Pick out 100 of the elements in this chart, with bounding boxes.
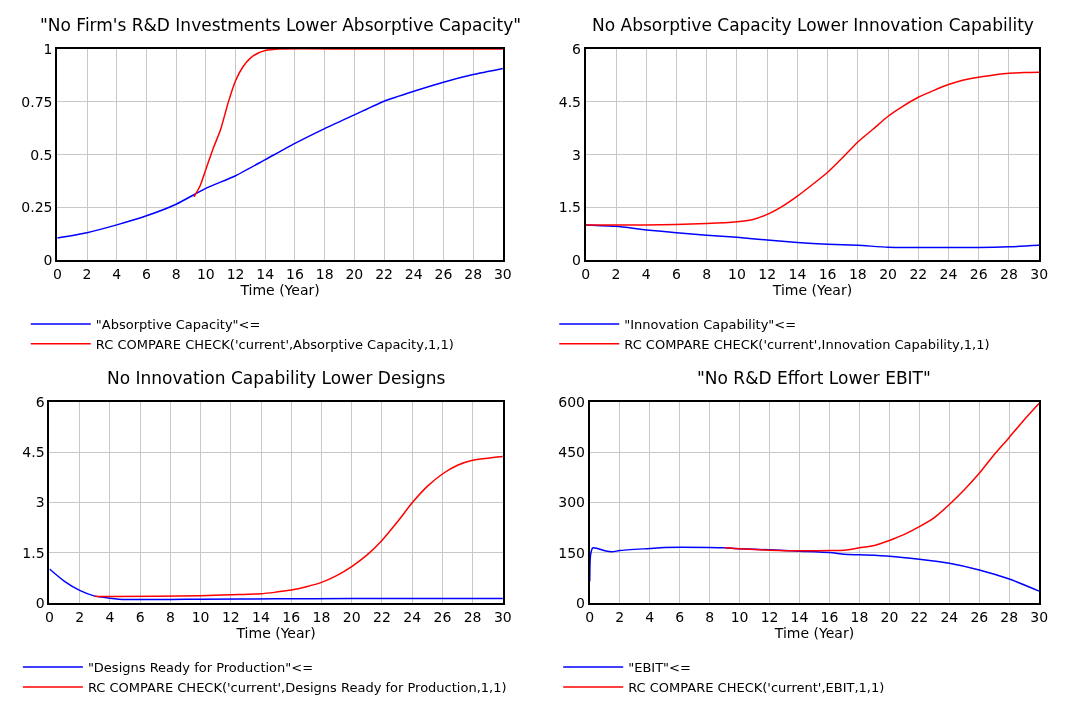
x-tick-label: 2 [611, 265, 621, 282]
x-tick-label: 24 [404, 265, 423, 282]
x-tick-label: 8 [702, 265, 712, 282]
x-tick-label: 10 [196, 265, 215, 282]
x-tick-label: 8 [705, 608, 715, 625]
y-tick-label: 4.5 [558, 93, 582, 110]
y-tick-label: 0.5 [30, 146, 53, 163]
x-tick-label: 14 [252, 608, 271, 625]
x-tick-label: 20 [880, 608, 899, 625]
line-series [57, 67, 503, 239]
x-tick-label: 8 [171, 265, 181, 282]
x-tick-label: 26 [434, 265, 453, 282]
x-tick-label: 2 [75, 608, 85, 625]
x-tick-label: 30 [1030, 608, 1049, 625]
x-tick-label: 10 [728, 265, 746, 282]
legend-label: "EBIT"<= [628, 660, 691, 676]
x-tick-label: 22 [910, 608, 929, 625]
x-tick-label: 20 [342, 608, 361, 625]
x-tick-label: 6 [675, 608, 685, 625]
y-tick-label: 300 [558, 494, 585, 511]
x-tick-label: 18 [848, 265, 867, 282]
x-tick-label: 14 [790, 608, 809, 625]
x-tick-label: 12 [221, 608, 240, 625]
x-tick-label: 16 [820, 608, 839, 625]
chart-title: "No Firm's R&D Investments Lower Absorptive Capacity" [40, 15, 522, 35]
x-tick-label: 16 [818, 265, 837, 282]
x-tick-label: 28 [1000, 608, 1019, 625]
x-tick-label: 2 [615, 608, 625, 625]
x-tick-label: 14 [788, 265, 807, 282]
line-series [193, 49, 503, 198]
y-tick-label: 450 [558, 444, 585, 461]
x-tick-label: 18 [312, 608, 331, 625]
x-tick-label: 30 [493, 265, 512, 282]
line-series [94, 455, 503, 598]
x-tick-label: 6 [141, 265, 151, 282]
y-tick-label: 0.75 [21, 93, 53, 110]
x-tick-label: 12 [760, 608, 779, 625]
legend-label: RC COMPARE CHECK('current',EBIT,1,1) [628, 679, 885, 695]
x-tick-label: 30 [1030, 265, 1049, 282]
x-tick-label: 28 [463, 608, 482, 625]
x-tick-label: 12 [758, 265, 777, 282]
x-tick-label: 26 [970, 608, 989, 625]
y-tick-label: 0 [572, 252, 582, 269]
x-tick-label: 10 [191, 608, 210, 625]
y-tick-label: 0.25 [21, 199, 53, 216]
x-tick-label: 6 [672, 265, 682, 282]
x-axis-title: Time (Year) [235, 624, 316, 641]
x-tick-label: 28 [464, 265, 483, 282]
x-tick-label: 4 [105, 608, 115, 625]
y-tick-label: 3 [572, 146, 582, 163]
x-tick-label: 22 [909, 265, 928, 282]
y-tick-label: 600 [558, 393, 585, 410]
legend-label: "Designs Ready for Production"<= [87, 660, 314, 676]
x-tick-label: 20 [879, 265, 897, 282]
line-series [585, 71, 1040, 226]
y-tick-label: 3 [35, 494, 45, 511]
x-tick-label: 24 [403, 608, 422, 625]
x-tick-label: 20 [345, 265, 364, 282]
y-tick-label: 0 [43, 252, 53, 269]
x-tick-label: 22 [373, 608, 391, 625]
x-tick-label: 28 [1000, 265, 1018, 282]
x-tick-label: 22 [375, 265, 393, 282]
legend-label: "Innovation Capability"<= [624, 317, 797, 333]
y-tick-label: 150 [558, 544, 585, 561]
x-tick-label: 4 [645, 608, 655, 625]
x-tick-label: 8 [165, 608, 175, 625]
chart-title: No Innovation Capability Lower Designs [107, 368, 446, 388]
x-tick-label: 14 [256, 265, 275, 282]
y-tick-label: 1.5 [22, 544, 45, 561]
x-tick-label: 16 [282, 608, 301, 625]
y-tick-label: 0 [35, 595, 45, 612]
x-axis-title: Time (Year) [773, 624, 855, 641]
x-tick-label: 24 [939, 265, 958, 282]
line-series [723, 402, 1040, 552]
x-tick-label: 12 [226, 265, 245, 282]
y-tick-label: 1.5 [558, 199, 582, 216]
chart-title: No Absorptive Capacity Lower Innovation Capability [592, 15, 1034, 35]
x-tick-label: 4 [641, 265, 651, 282]
y-tick-label: 6 [572, 40, 582, 57]
x-tick-label: 10 [730, 608, 749, 625]
y-tick-label: 1 [43, 40, 53, 57]
x-tick-label: 30 [493, 608, 512, 625]
x-tick-label: 24 [940, 608, 959, 625]
x-tick-label: 18 [850, 608, 869, 625]
y-tick-label: 0 [576, 595, 585, 612]
legend-label: RC COMPARE CHECK('current',Innovation Capability,1,1) [624, 336, 990, 352]
x-tick-label: 16 [286, 265, 304, 282]
y-tick-label: 4.5 [22, 444, 45, 461]
chart-title: "No R&D Effort Lower EBIT" [697, 368, 931, 388]
legend-label: "Absorptive Capacity"<= [95, 317, 261, 333]
x-axis-title: Time (Year) [239, 281, 320, 298]
x-tick-label: 26 [969, 265, 988, 282]
legend-label: RC COMPARE CHECK('current',Absorptive Capacity,1,1) [95, 336, 454, 352]
x-tick-label: 2 [82, 265, 92, 282]
legend-label: RC COMPARE CHECK('current',Designs Ready for Production,1,1) [87, 679, 507, 695]
line-series [49, 568, 503, 601]
x-tick-label: 26 [433, 608, 452, 625]
y-tick-label: 6 [35, 393, 45, 410]
x-tick-label: 6 [135, 608, 145, 625]
x-tick-label: 18 [315, 265, 334, 282]
